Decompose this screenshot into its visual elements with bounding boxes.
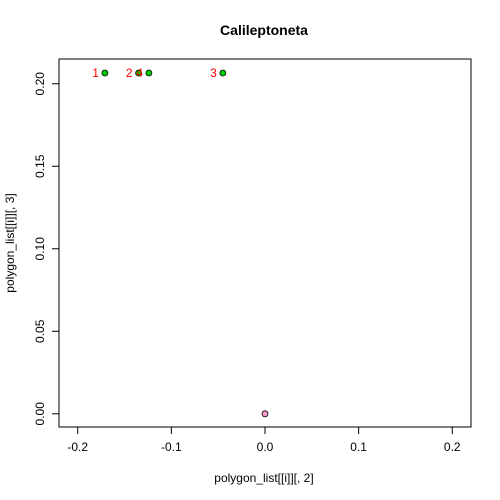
x-tick-label: -0.1 (161, 440, 182, 454)
x-tick-label: 0.2 (444, 440, 461, 454)
x-tick-label: 0.1 (350, 440, 367, 454)
y-tick-label: 0.10 (33, 237, 47, 261)
y-axis-label: polygon_list[[i]][, 3] (3, 193, 17, 292)
data-points: 1 2 3 4 (92, 66, 269, 418)
x-axis-label: polygon_list[[i]][, 2] (214, 471, 313, 485)
plot-frame (58, 58, 472, 428)
x-tick-label: -0.2 (67, 440, 88, 454)
data-point (101, 69, 109, 77)
y-axis: 0.00 0.05 0.10 0.15 0.20 (33, 72, 60, 426)
y-tick-label: 0.20 (33, 72, 47, 96)
point-label: 1 (92, 66, 99, 80)
data-point (135, 69, 142, 77)
chart-title: Calileptoneta (220, 22, 308, 38)
data-point (261, 410, 269, 418)
x-tick-label: 0.0 (257, 440, 274, 454)
point-label: 2 (126, 66, 133, 80)
data-point (219, 69, 227, 77)
y-tick-label: 0.15 (33, 154, 47, 178)
data-point (145, 69, 153, 77)
y-tick-label: 0.00 (33, 402, 47, 426)
y-tick-label: 0.05 (33, 319, 47, 343)
point-label: 3 (210, 66, 217, 80)
x-axis: -0.2 -0.1 0.0 0.1 0.2 (67, 426, 461, 454)
point-label: 4 (136, 66, 143, 80)
